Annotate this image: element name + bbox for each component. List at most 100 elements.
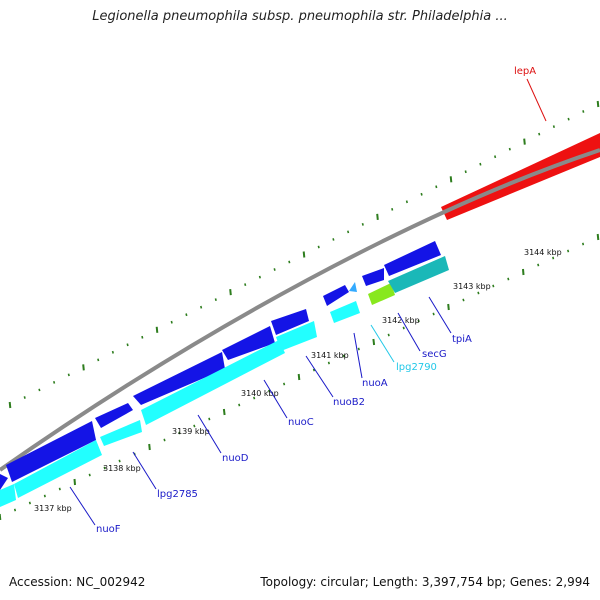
leader-lepA bbox=[526, 78, 547, 122]
gene-secG-lime-arrow[interactable] bbox=[368, 283, 395, 305]
inner-tick bbox=[596, 233, 600, 241]
inner-tick bbox=[222, 408, 226, 416]
inner-tick bbox=[507, 277, 510, 281]
leader-lines bbox=[69, 78, 547, 526]
outer-tick bbox=[97, 358, 100, 362]
gene-label-nuoC[interactable]: nuoC bbox=[288, 417, 314, 428]
outer-tick bbox=[567, 117, 570, 121]
gene-lpg2790-cyan-arrow[interactable] bbox=[330, 301, 360, 323]
outer-tick bbox=[332, 238, 335, 241]
inner-tick bbox=[193, 424, 196, 428]
inner-tick bbox=[163, 438, 166, 442]
gene-cyan-4[interactable] bbox=[276, 321, 317, 351]
leader-lpg2785 bbox=[132, 451, 157, 490]
inner-tick bbox=[462, 298, 465, 302]
inner-tick bbox=[447, 303, 450, 311]
outer-tick bbox=[23, 396, 26, 399]
kbp-label-3139: 3139 kbp bbox=[172, 427, 210, 436]
gene-label-nuoF[interactable]: nuoF bbox=[96, 524, 121, 535]
genome-summary-text: Topology: circular; Length: 3,397,754 bp… bbox=[260, 575, 590, 589]
leader-nuoD bbox=[197, 414, 222, 454]
inner-tick bbox=[342, 354, 345, 358]
outer-tick bbox=[420, 192, 423, 196]
inner-tick bbox=[43, 494, 46, 498]
gene-cyan-2[interactable] bbox=[100, 420, 142, 446]
gene-cyan-3[interactable] bbox=[141, 340, 285, 425]
outer-tick bbox=[126, 343, 129, 347]
leader-nuoB2 bbox=[305, 355, 334, 398]
outer-tick bbox=[244, 283, 247, 286]
outer-tick bbox=[170, 320, 173, 324]
gene-nuoB2-blue-arrow[interactable] bbox=[323, 285, 349, 306]
outer-tick bbox=[538, 132, 541, 136]
map-title: Legionella pneumophila subsp. pneumophil… bbox=[92, 9, 508, 24]
gene-label-lpg2785[interactable]: lpg2785 bbox=[157, 489, 198, 500]
inner-tick bbox=[417, 319, 420, 323]
inner-tick bbox=[103, 466, 106, 470]
outer-tick bbox=[508, 147, 511, 151]
outer-tick bbox=[582, 110, 585, 113]
gene-label-tpiA[interactable]: tpiA bbox=[452, 334, 472, 345]
gene-nuoD2-blue-arrow[interactable] bbox=[222, 326, 275, 360]
leader-tpiA bbox=[428, 296, 452, 334]
gene-nuoE-blue-arrow[interactable] bbox=[6, 421, 96, 482]
outer-tick bbox=[435, 185, 438, 189]
gene-nuoF-blue-arrow[interactable] bbox=[0, 474, 8, 490]
inner-tick bbox=[58, 487, 61, 491]
outer-tick bbox=[229, 289, 232, 296]
outer-tick bbox=[82, 364, 85, 371]
outer-tick bbox=[317, 245, 320, 249]
gene-cyan-start[interactable] bbox=[0, 484, 16, 507]
outer-tick bbox=[391, 207, 394, 211]
outer-tick bbox=[8, 401, 12, 409]
inner-tick bbox=[28, 501, 31, 505]
inner-tick bbox=[387, 333, 390, 337]
outer-tick bbox=[258, 275, 261, 279]
inner-tick bbox=[312, 368, 316, 372]
inner-tick bbox=[253, 396, 256, 400]
outer-tick bbox=[479, 162, 482, 166]
gene-label-lepA[interactable]: lepA bbox=[514, 66, 536, 77]
gene-label-nuoB2[interactable]: nuoB2 bbox=[333, 397, 365, 408]
leader-nuoF bbox=[69, 486, 96, 526]
inner-tick bbox=[492, 284, 495, 288]
outer-tick bbox=[464, 170, 467, 174]
leader-nuoA bbox=[353, 332, 363, 379]
outer-tick bbox=[67, 373, 70, 377]
inner-tick bbox=[432, 312, 435, 316]
gene-tpiA-teal-arrow[interactable] bbox=[388, 256, 449, 293]
gene-sky-small-arrow[interactable] bbox=[349, 282, 357, 292]
gene-label-lpg2790[interactable]: lpg2790 bbox=[396, 362, 437, 373]
gene-label-secG[interactable]: secG bbox=[422, 349, 447, 360]
gene-tpiA-blue-arrow[interactable] bbox=[384, 241, 441, 276]
inner-tick bbox=[118, 459, 121, 463]
inner-tick bbox=[148, 443, 151, 451]
outer-tick bbox=[405, 200, 408, 204]
outer-tick bbox=[449, 176, 453, 183]
inner-tick bbox=[327, 361, 330, 365]
inner-tick bbox=[537, 263, 540, 267]
outer-tick bbox=[347, 230, 350, 234]
inner-tick bbox=[13, 508, 17, 512]
gene-nuoC-blue-arrow[interactable] bbox=[271, 309, 309, 335]
inner-tick bbox=[567, 249, 570, 253]
gene-lepA-arrow[interactable] bbox=[441, 133, 600, 220]
leader-lpg2790 bbox=[370, 324, 395, 363]
kbp-label-3138: 3138 kbp bbox=[103, 464, 141, 473]
inner-tick bbox=[178, 431, 181, 435]
gene-label-nuoA[interactable]: nuoA bbox=[362, 378, 388, 389]
gene-label-nuoD[interactable]: nuoD bbox=[222, 453, 249, 464]
inner-tick bbox=[582, 242, 585, 246]
gene-nuoD-blue-arrow[interactable] bbox=[133, 352, 225, 405]
kbp-label-3144: 3144 kbp bbox=[524, 248, 562, 257]
gene-nuoA-blue-arrow[interactable] bbox=[362, 268, 384, 286]
gene-lpg2785-blue-arrow[interactable] bbox=[95, 403, 133, 428]
accession-text: Accession: NC_002942 bbox=[9, 575, 146, 589]
gene-lpg2785-cyan-arrow[interactable] bbox=[14, 440, 102, 498]
outer-tick bbox=[214, 298, 217, 301]
kbp-label-3141: 3141 kbp bbox=[311, 351, 349, 360]
inner-tick bbox=[208, 417, 211, 421]
outer-tick bbox=[185, 313, 188, 317]
kbp-label-3140: 3140 kbp bbox=[241, 389, 279, 398]
